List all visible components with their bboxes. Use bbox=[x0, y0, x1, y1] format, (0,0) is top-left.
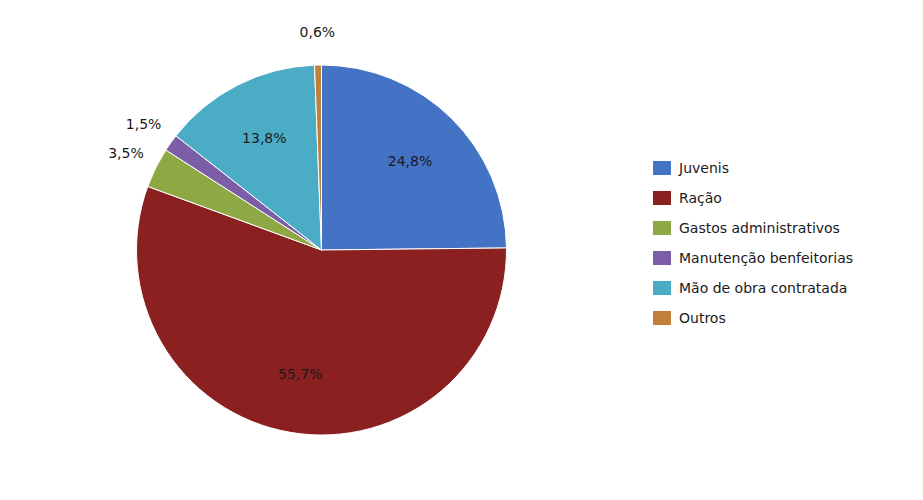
legend-label: Manutenção benfeitorias bbox=[679, 250, 853, 266]
legend-item: Manutenção benfeitorias bbox=[653, 250, 853, 266]
pie-slice bbox=[315, 65, 322, 250]
data-label: 24,8% bbox=[388, 153, 432, 169]
legend-label: Juvenis bbox=[678, 160, 729, 176]
data-label: 0,6% bbox=[300, 24, 336, 40]
data-label: 1,5% bbox=[126, 116, 162, 132]
pie-slice bbox=[322, 65, 507, 250]
slices bbox=[137, 65, 507, 435]
legend-swatch bbox=[653, 191, 671, 205]
data-label: 3,5% bbox=[108, 145, 144, 161]
legend-swatch bbox=[653, 251, 671, 265]
legend-item: Gastos administrativos bbox=[653, 220, 840, 236]
legend-swatch bbox=[653, 161, 671, 175]
legend-swatch bbox=[653, 281, 671, 295]
chart-svg: 24,8% 55,7% 3,5% 1,5% 13,8% 0,6% Juvenis Ração G… bbox=[0, 0, 923, 500]
legend-label: Outros bbox=[679, 310, 726, 326]
legend-item: Mão de obra contratada bbox=[653, 280, 847, 296]
pie-slice bbox=[176, 65, 322, 250]
legend-item: Juvenis bbox=[653, 160, 729, 176]
legend-swatch bbox=[653, 221, 671, 235]
data-label: 55,7% bbox=[278, 366, 322, 382]
legend: Juvenis Ração Gastos administrativos Manute… bbox=[653, 160, 853, 326]
legend-label: Gastos administrativos bbox=[679, 220, 840, 236]
legend-item: Ração bbox=[653, 190, 722, 206]
data-labels: 24,8% 55,7% 3,5% 1,5% 13,8% 0,6% bbox=[108, 24, 432, 382]
legend-label: Mão de obra contratada bbox=[679, 280, 847, 296]
legend-swatch bbox=[653, 311, 671, 325]
pie-group: 24,8% 55,7% 3,5% 1,5% 13,8% 0,6% bbox=[108, 24, 506, 435]
data-label: 13,8% bbox=[242, 130, 286, 146]
legend-item: Outros bbox=[653, 310, 726, 326]
legend-label: Ração bbox=[679, 190, 722, 206]
